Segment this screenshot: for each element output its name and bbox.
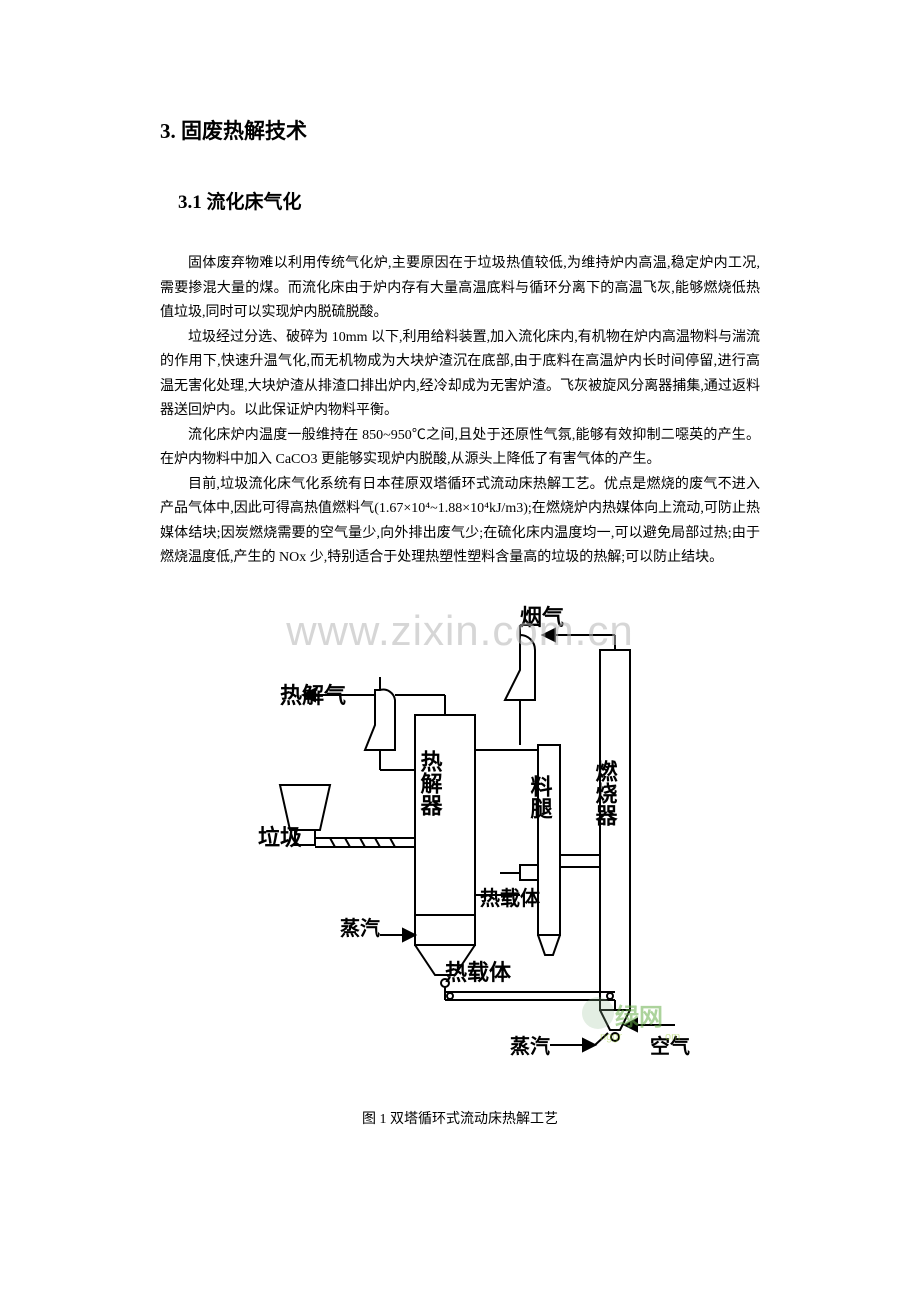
paragraph-2: 垃圾经过分选、破碎为 10mm 以下,利用给料装置,加入流化床内,有机物在炉内高… [160, 326, 760, 424]
label-rejiequ: 热解器 [418, 749, 444, 817]
label-laji: 垃圾 [258, 825, 303, 850]
process-diagram: 烟气 热解气 热解器 垃圾 料腿 燃烧器 热载体 蒸汽 热载体 蒸汽 空气 绿网… [220, 595, 700, 1075]
green-logo-circle [582, 997, 614, 1029]
label-ranshaoqi: 燃烧器 [593, 759, 619, 827]
paragraph-1: 固体废弃物难以利用传统气化炉,主要原因在于垃圾热值较低,为维持炉内高温,稳定炉内… [160, 252, 760, 326]
figure-caption: 图 1 双塔循环式流动床热解工艺 [160, 1108, 760, 1128]
diagram-svg-wrapper: www.zixin.com.cn [220, 595, 700, 1080]
label-yanqi: 烟气 [520, 605, 564, 630]
heading-section-3-1: 3.1 流化床气化 [160, 187, 760, 214]
green-logo-om: om [665, 1031, 680, 1043]
label-liaotui: 料腿 [528, 775, 553, 820]
label-rejieqi: 热解气 [280, 683, 346, 708]
paragraph-3: 流化床炉内温度一般维持在 850~950℃之间,且处于还原性气氛,能够有效抑制二… [160, 424, 760, 473]
heading-section-3: 3. 固废热解技术 [160, 115, 760, 145]
label-zhengqi-2: 蒸汽 [510, 1034, 550, 1058]
label-rezaiti-2: 热载体 [445, 960, 512, 985]
label-rezaiti-1: 热载体 [480, 886, 541, 910]
green-logo-url: nggr [600, 1031, 622, 1043]
paragraph-4: 目前,垃圾流化床气化系统有日本荏原双塔循环式流动床热解工艺。优点是燃烧的废气不进… [160, 473, 760, 571]
green-logo: 绿网 [615, 1003, 663, 1031]
label-zhengqi-1: 蒸汽 [340, 916, 380, 940]
figure-1: www.zixin.com.cn [160, 595, 760, 1128]
body-text: 固体废弃物难以利用传统气化炉,主要原因在于垃圾热值较低,为维持炉内高温,稳定炉内… [160, 252, 760, 571]
